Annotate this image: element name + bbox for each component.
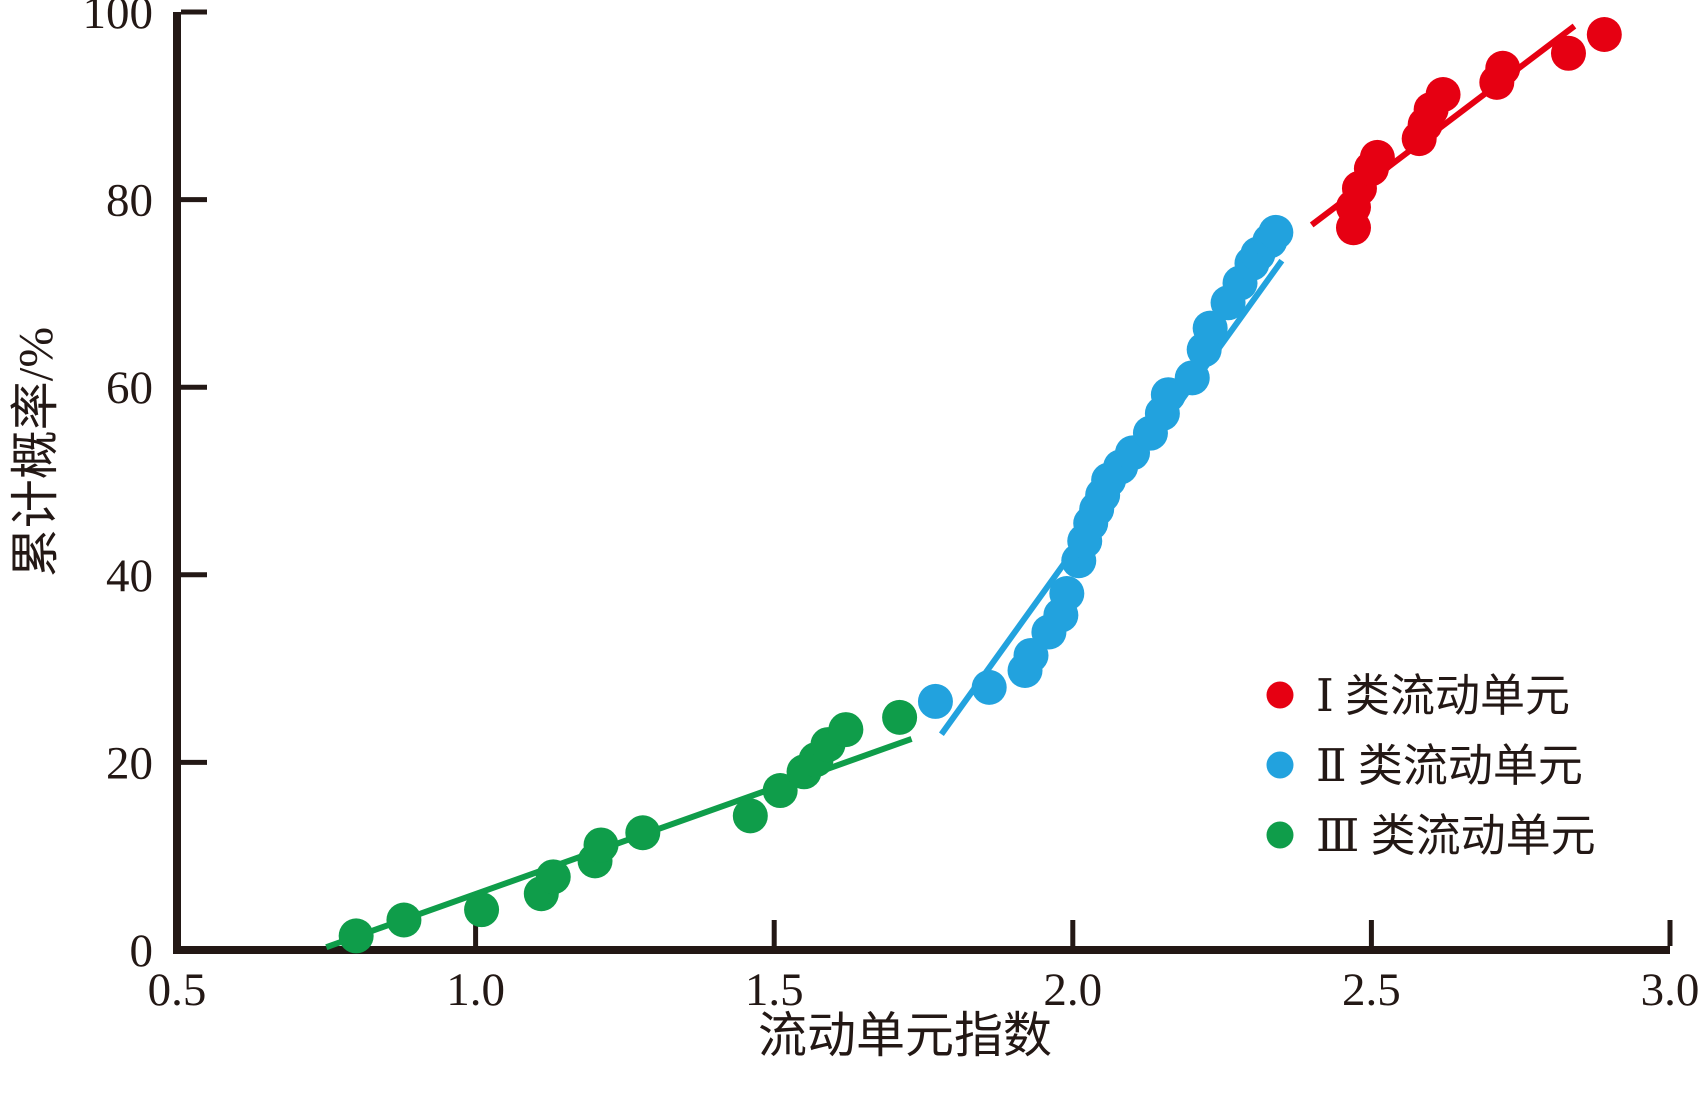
x-tick-label: 3.0 (1641, 964, 1700, 1016)
x-tick-label: 2.0 (1043, 964, 1102, 1016)
x-tick-label: 1.5 (745, 964, 804, 1016)
legend-label: Ⅲ 类流动单元 (1316, 811, 1596, 861)
data-point (338, 918, 374, 954)
y-tick-label: 40 (106, 550, 153, 602)
x-axis-title: 流动单元指数 (758, 1008, 1052, 1063)
data-point (1586, 17, 1622, 53)
legend: Ⅰ 类流动单元 Ⅱ 类流动单元 Ⅲ 类流动单元 (1266, 671, 1596, 861)
y-axis-title: 累计概率/% (8, 327, 63, 577)
axis-spines (173, 12, 1670, 954)
data-point (1192, 310, 1228, 346)
legend-marker (1266, 821, 1294, 849)
data-point (732, 798, 768, 834)
data-point (882, 699, 918, 735)
data-point (1359, 139, 1395, 175)
data-point (583, 827, 619, 863)
data-point (917, 683, 953, 719)
data-point (828, 712, 864, 748)
series-3 (325, 699, 918, 954)
data-point (1049, 576, 1085, 612)
data-point (464, 892, 500, 928)
data-point (762, 773, 798, 809)
legend-label: Ⅱ 类流动单元 (1316, 741, 1583, 791)
x-tick-label: 1.0 (446, 964, 505, 1016)
x-tick-label: 0.5 (148, 964, 207, 1016)
data-point (386, 902, 422, 938)
y-tick-label: 0 (130, 925, 154, 977)
series-layer (325, 17, 1622, 954)
legend-marker (1266, 751, 1294, 779)
data-point (625, 815, 661, 851)
legend-item: Ⅲ 类流动单元 (1266, 811, 1596, 861)
series-1 (1309, 17, 1622, 246)
legend-item: Ⅰ 类流动单元 (1266, 671, 1570, 721)
legend-item: Ⅱ 类流动单元 (1266, 741, 1583, 791)
y-tick-label: 20 (106, 737, 153, 789)
y-tick-label: 60 (106, 362, 153, 414)
legend-marker (1266, 681, 1294, 709)
x-tick-label: 2.5 (1342, 964, 1401, 1016)
data-point (1425, 77, 1461, 113)
data-point (971, 669, 1007, 705)
axes-layer: 0.5 1.0 1.5 2.0 2.5 3.0 0 20 40 60 80 100 (83, 0, 1700, 1016)
y-tick-label: 80 (106, 175, 153, 227)
data-point (1550, 35, 1586, 71)
data-point (1485, 50, 1521, 86)
data-point (535, 859, 571, 895)
legend-label: Ⅰ 类流动单元 (1316, 671, 1570, 721)
data-point (1174, 360, 1210, 396)
y-tick-label: 100 (83, 0, 154, 39)
series-2 (917, 214, 1294, 737)
data-point (1258, 214, 1294, 250)
